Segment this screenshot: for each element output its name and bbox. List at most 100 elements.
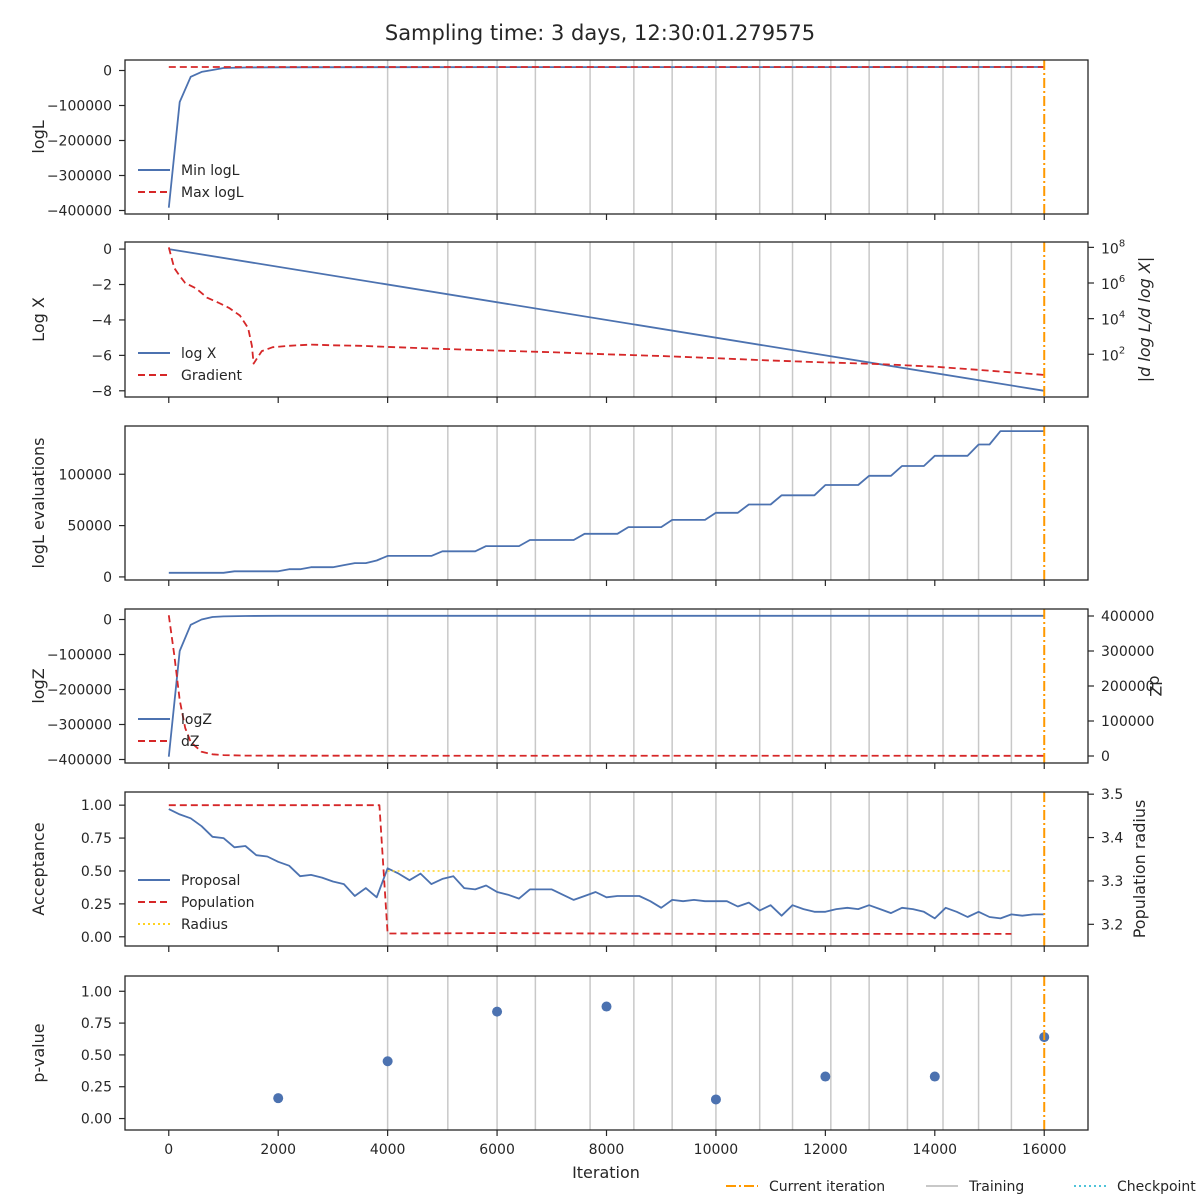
y-axis-label: Acceptance — [29, 822, 48, 915]
y-tick-label: −300000 — [47, 718, 112, 734]
gradient-line — [167, 247, 1045, 376]
population-line — [168, 804, 1012, 935]
legend-radius-label: Radius — [181, 917, 228, 933]
y2-axis-label: Population radius — [1130, 800, 1149, 939]
y-tick-label: 0.00 — [81, 930, 112, 946]
x-axis-label: Iteration — [572, 1163, 640, 1182]
p-value-point — [929, 1071, 940, 1082]
x-tick-label: 12000 — [803, 1142, 848, 1158]
y2-tick-label: 400000 — [1101, 609, 1154, 625]
y-tick-label: −200000 — [47, 683, 112, 699]
y-tick-label: −100000 — [47, 99, 112, 115]
y2-tick-label: 3.3 — [1101, 874, 1123, 890]
y2-tick-label: 0 — [1101, 749, 1110, 765]
panel-2-plot-area — [167, 242, 1046, 397]
y2-axis-label: |d log L/d log X| — [1135, 257, 1154, 382]
x-tick-label: 16000 — [1022, 1142, 1067, 1158]
legend-checkpoint-label: Checkpoint — [1117, 1179, 1196, 1195]
x-tick-label: 8000 — [589, 1142, 625, 1158]
panel-4: 0 −100000 −200000 −300000 −400000 0 100000 2000… — [29, 608, 1165, 769]
y-tick-label: −4 — [91, 313, 112, 329]
legend-log-x-label: log X — [181, 346, 217, 362]
proposal-line — [168, 808, 1045, 920]
y-tick-label: −400000 — [47, 753, 112, 769]
y-axis-label: Log X — [29, 297, 48, 342]
y-tick-label: 0 — [103, 242, 112, 258]
legend-current-iteration-label: Current iteration — [769, 1179, 885, 1195]
y-tick-label: 100000 — [59, 467, 112, 483]
y-tick-label: −400000 — [47, 204, 112, 220]
y-tick-label: −8 — [91, 384, 112, 400]
y-tick-label: 0 — [103, 613, 112, 629]
panel-6: 0 2000 4000 6000 8000 10000 12000 14000 16000 0.0… — [29, 975, 1089, 1158]
panel-6-plot-area — [273, 976, 1050, 1130]
y-tick-label: 0.50 — [81, 864, 112, 880]
x-tick-label: 10000 — [694, 1142, 739, 1158]
y2-tick-label: 108 — [1101, 238, 1125, 257]
y-tick-label: 0 — [103, 570, 112, 586]
legend-population-label: Population — [181, 895, 255, 911]
panel-5: 0.00 0.25 0.50 0.75 1.00 3.2 3.3 3.4 3.5 Acceptan… — [29, 787, 1149, 952]
y2-tick-label: 102 — [1101, 345, 1125, 364]
y-tick-label: −2 — [91, 278, 112, 294]
dz-line — [167, 615, 1045, 757]
logl-evaluations-line — [168, 430, 1045, 574]
y-axis-label: p-value — [29, 1023, 48, 1082]
y2-tick-label: 104 — [1101, 310, 1125, 329]
panel-2: 0 −2 −4 −6 −8 102 104 106 108 Log X |d log L/d log… — [29, 238, 1154, 403]
y2-tick-label: 3.2 — [1101, 917, 1123, 933]
y-tick-label: 50000 — [67, 519, 112, 535]
y-tick-label: 1.00 — [81, 984, 112, 1000]
y2-tick-label: 300000 — [1101, 644, 1154, 660]
legend-training-label: Training — [968, 1179, 1024, 1195]
bottom-legend: Current iteration Training Checkpoint — [726, 1179, 1196, 1195]
panel-1: 0 −100000 −200000 −300000 −400000 logL Min log… — [29, 59, 1089, 220]
y-tick-label: −100000 — [47, 648, 112, 664]
y-axis-label: logL evaluations — [29, 438, 48, 569]
panel-1-plot-area — [167, 60, 1046, 214]
y-tick-label: 0.25 — [81, 1080, 112, 1096]
y-tick-label: −300000 — [47, 169, 112, 185]
y2-tick-label: 3.4 — [1101, 831, 1123, 847]
y-tick-label: 0.75 — [81, 831, 112, 847]
p-value-point — [492, 1006, 503, 1017]
legend-max-logl-label: Max logL — [181, 185, 244, 201]
panel-3: 0 50000 100000 logL evaluations — [29, 425, 1089, 586]
y-tick-label: 1.00 — [81, 798, 112, 814]
legend-gradient-label: Gradient — [181, 368, 242, 384]
chart-title: Sampling time: 3 days, 12:30:01.279575 — [385, 21, 815, 45]
x-tick-label: 4000 — [370, 1142, 406, 1158]
panel-3-plot-area — [168, 426, 1046, 580]
y-tick-label: 0.25 — [81, 897, 112, 913]
y-axis-label: logL — [29, 120, 48, 153]
x-tick-label: 6000 — [479, 1142, 515, 1158]
y-tick-label: −200000 — [47, 134, 112, 150]
y-axis-label: logZ — [29, 668, 48, 703]
min-logl-line — [167, 66, 1045, 208]
panel-5-plot-area — [168, 792, 1046, 946]
p-value-point — [601, 1001, 612, 1012]
y-tick-label: 0 — [103, 64, 112, 80]
y2-axis-label: dZ — [1146, 675, 1165, 696]
y2-tick-label: 3.5 — [1101, 787, 1123, 803]
p-value-point — [710, 1094, 721, 1105]
p-value-point — [382, 1056, 393, 1067]
x-tick-label: 2000 — [260, 1142, 296, 1158]
logz-line — [167, 614, 1045, 757]
y2-tick-label: 200000 — [1101, 679, 1154, 695]
legend-logz-label: logZ — [181, 712, 212, 728]
log-x-line — [168, 248, 1045, 392]
legend-proposal-label: Proposal — [181, 873, 240, 889]
p-value-point — [273, 1093, 284, 1104]
legend-min-logl-label: Min logL — [181, 163, 240, 179]
legend-dz-label: dZ — [181, 734, 199, 750]
y-tick-label: 0.50 — [81, 1048, 112, 1064]
y2-tick-label: 100000 — [1101, 714, 1154, 730]
y-tick-label: 0.00 — [81, 1112, 112, 1128]
x-tick-label: 14000 — [913, 1142, 958, 1158]
p-value-point — [820, 1071, 831, 1082]
y-tick-label: −6 — [91, 348, 112, 364]
y-tick-label: 0.75 — [81, 1016, 112, 1032]
y2-tick-label: 106 — [1101, 274, 1125, 293]
